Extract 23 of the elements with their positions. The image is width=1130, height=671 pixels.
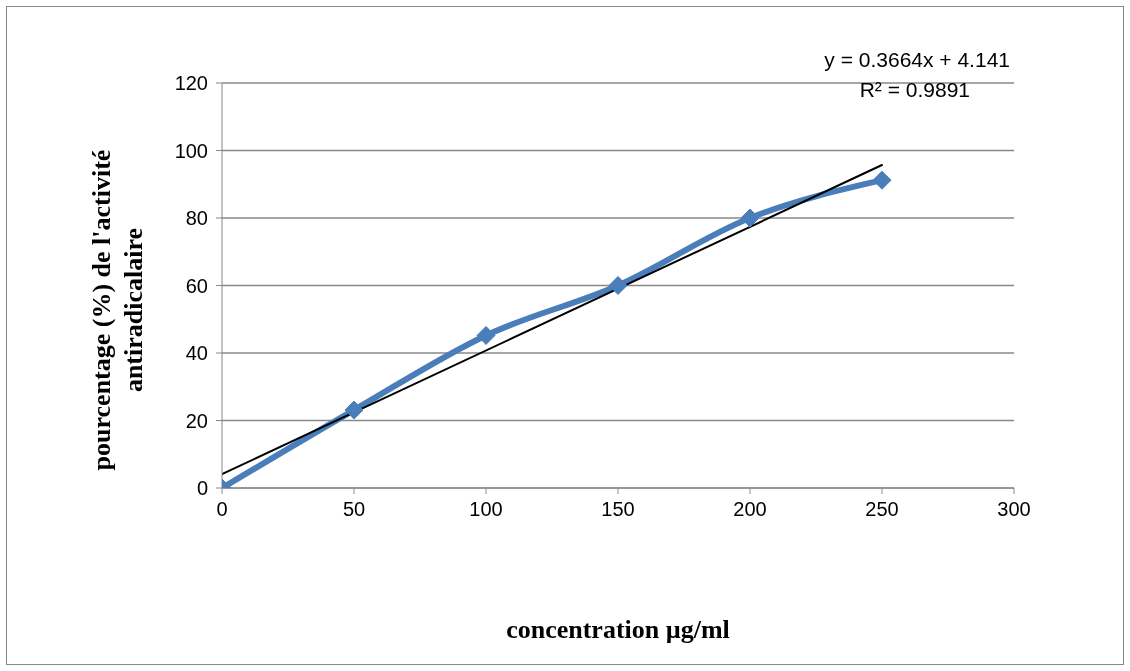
annotation: R² = 0.9891 [859, 78, 970, 102]
x-tick-label: 100 [469, 498, 503, 521]
y-tick-label: 20 [185, 409, 208, 432]
point [740, 208, 760, 228]
x-tick-label: 200 [733, 498, 767, 521]
point [608, 276, 628, 295]
y-axis-title: pourcentage (%) de l'activité antiradicalaire [86, 149, 149, 471]
y-tick-label: 100 [174, 139, 208, 162]
y-tick-label: 40 [185, 342, 208, 365]
x-tick-label: 250 [865, 498, 899, 521]
point [476, 325, 496, 345]
point [344, 400, 364, 420]
x-axis-title: concentration µg/ml [505, 615, 731, 645]
x-tick-label: 50 [342, 498, 366, 521]
y-tick-label: 0 [196, 477, 208, 500]
text: y = 0.3664x + 4.141 [824, 48, 1010, 72]
y-tick-label: 60 [185, 274, 208, 297]
x-tick-label: 0 [216, 498, 228, 521]
x-tick-label: 300 [997, 498, 1031, 521]
y-tick-label: 80 [185, 207, 208, 230]
y-tick-label: 120 [174, 72, 208, 95]
point [872, 170, 892, 190]
x-tick-label: 150 [601, 498, 635, 521]
